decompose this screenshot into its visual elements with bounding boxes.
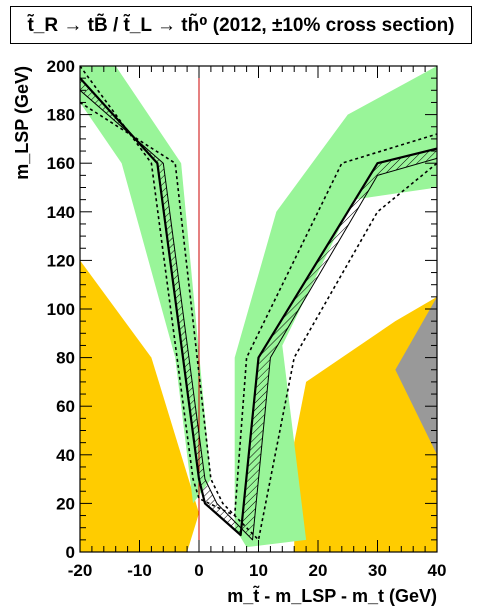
x-tick-label: 30: [368, 561, 387, 580]
x-tick-label: 0: [194, 561, 203, 580]
axes-layer: [79, 65, 438, 553]
y-tick-label: 140: [47, 203, 75, 222]
chart-title: t̃_R → tB̃ / t̃_L → th̃⁰ (2012, ±10% cro…: [27, 15, 455, 36]
regions-layer: [80, 66, 437, 552]
y-tick-label: 20: [56, 494, 75, 513]
series-layer: [80, 66, 437, 541]
gray-region: [395, 296, 437, 455]
x-tick-label: -10: [127, 561, 152, 580]
y-tick-label: 80: [56, 349, 75, 368]
x-tick-label: -20: [68, 561, 93, 580]
x-tick-label: 40: [428, 561, 447, 580]
y-tick-label: 100: [47, 300, 75, 319]
y-tick-label: 40: [56, 446, 75, 465]
labels-layer: -20 -10 0 10 20 30 40 0 20 40 60 80 100 120 140 160 180 2…: [12, 57, 446, 606]
x-axis-label: m_t̃ - m_LSP - m_t (GeV): [227, 585, 437, 606]
series-central: [80, 77, 437, 537]
x-tick-label: 20: [309, 561, 328, 580]
green-band-right: [234, 66, 437, 548]
orange-region-left: [80, 260, 199, 552]
y-axis-label: m_LSP (GeV): [12, 66, 32, 180]
x-tick-label: 10: [249, 561, 268, 580]
series-inner-edge: [80, 89, 437, 541]
chart-title-box: t̃_R → tB̃ / t̃_L → th̃⁰ (2012, ±10% cro…: [10, 6, 472, 44]
hatched-band: [80, 78, 437, 540]
y-tick-label: 200: [47, 57, 75, 76]
y-tick-label: 0: [66, 543, 75, 562]
series-dotted-lower: [80, 101, 437, 541]
y-tick-label: 120: [47, 251, 75, 270]
y-tick-label: 180: [47, 106, 75, 125]
y-tick-label: 160: [47, 154, 75, 173]
green-band-left: [80, 66, 211, 504]
y-tick-label: 60: [56, 397, 75, 416]
